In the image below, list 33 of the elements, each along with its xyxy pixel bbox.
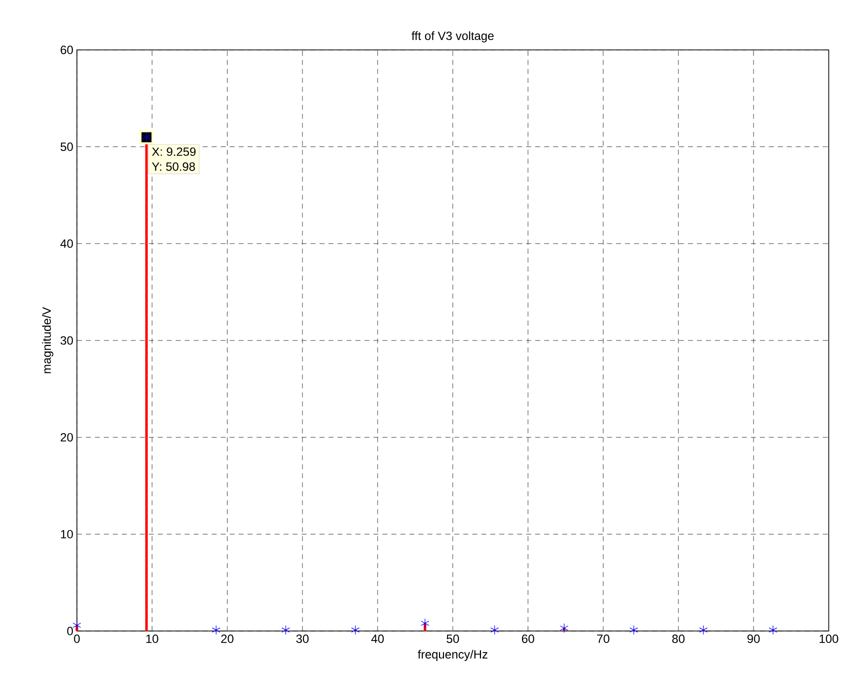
x-tick-label: 60 [522,634,534,644]
point [560,623,568,633]
point [420,618,430,628]
y-tick-label: 20 [60,433,73,442]
x-tick-label: 80 [672,634,685,644]
annotation: X: 9.259 [152,147,196,156]
point [351,625,360,635]
point [282,625,290,635]
y-tick-label: 40 [60,239,73,248]
x-tick-label: 0 [74,634,80,644]
point [630,625,638,635]
y-tick-label: 30 [60,336,73,345]
y-tick-label: 50 [60,142,73,152]
x-tick-label: 50 [446,634,459,644]
x-axis-title: frequency/Hz [418,650,488,661]
annotation: Y: 50.98 [152,162,195,171]
x-tick-label: 10 [146,634,158,644]
x-tick-label: 70 [597,634,610,644]
point [490,625,499,635]
y-tick-label: 0 [67,626,73,636]
x-tick-label: 20 [221,634,234,644]
x-tick-label: 100 [820,634,838,644]
y-axis-title: magnitude/V [42,307,54,374]
point [212,625,220,635]
y-tick-label: 10 [60,530,73,538]
y-tick-label: 60 [60,46,73,54]
x-tick-label: 90 [747,634,760,644]
point [699,625,708,635]
x-tick-label: 40 [371,634,384,644]
point [768,625,778,635]
chart-title: fft of V3 voltage [412,31,494,42]
x-tick-label: 30 [296,634,309,644]
point [72,620,82,630]
